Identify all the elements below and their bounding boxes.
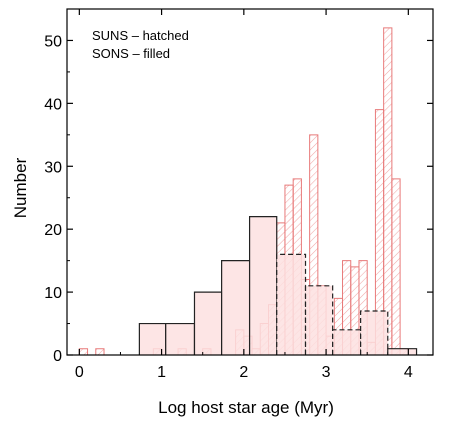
y-tick-label: 10: [44, 285, 62, 302]
sons-bar: [360, 310, 389, 355]
suns-bar: [309, 134, 319, 355]
sons-bar: [276, 253, 307, 355]
sons-bar: [304, 285, 334, 355]
suns-bar: [358, 260, 368, 355]
sons-bar: [221, 260, 251, 355]
x-tick-label: 4: [404, 364, 413, 381]
plot-frame: [66, 8, 434, 356]
suns-bar: [95, 348, 105, 355]
x-axis-label: Log host star age (Myr): [158, 398, 334, 417]
x-tick-label: 3: [322, 364, 331, 381]
sons-bar: [193, 291, 223, 355]
suns-bar: [391, 178, 401, 355]
y-tick-label: 30: [44, 159, 62, 176]
y-axis-label: Number: [11, 157, 30, 218]
suns-bar: [383, 27, 393, 355]
x-tick-label: 2: [239, 364, 248, 381]
y-tick-label: 0: [53, 348, 62, 365]
y-tick-label: 40: [44, 96, 62, 113]
x-tick-label: 1: [157, 364, 166, 381]
annotation-sons: SONS – filled: [92, 46, 170, 61]
sons-bar: [248, 216, 278, 355]
y-tick-label: 50: [44, 33, 62, 50]
x-tick-label: 0: [75, 364, 84, 381]
suns-bar: [78, 348, 89, 355]
sons-bar: [332, 329, 362, 355]
y-tick-label: 20: [44, 222, 62, 239]
sons-bar: [165, 322, 196, 355]
bars-layer: [78, 27, 418, 356]
sons-bar: [387, 348, 418, 355]
annotation-suns: SUNS – hatched: [92, 28, 189, 43]
